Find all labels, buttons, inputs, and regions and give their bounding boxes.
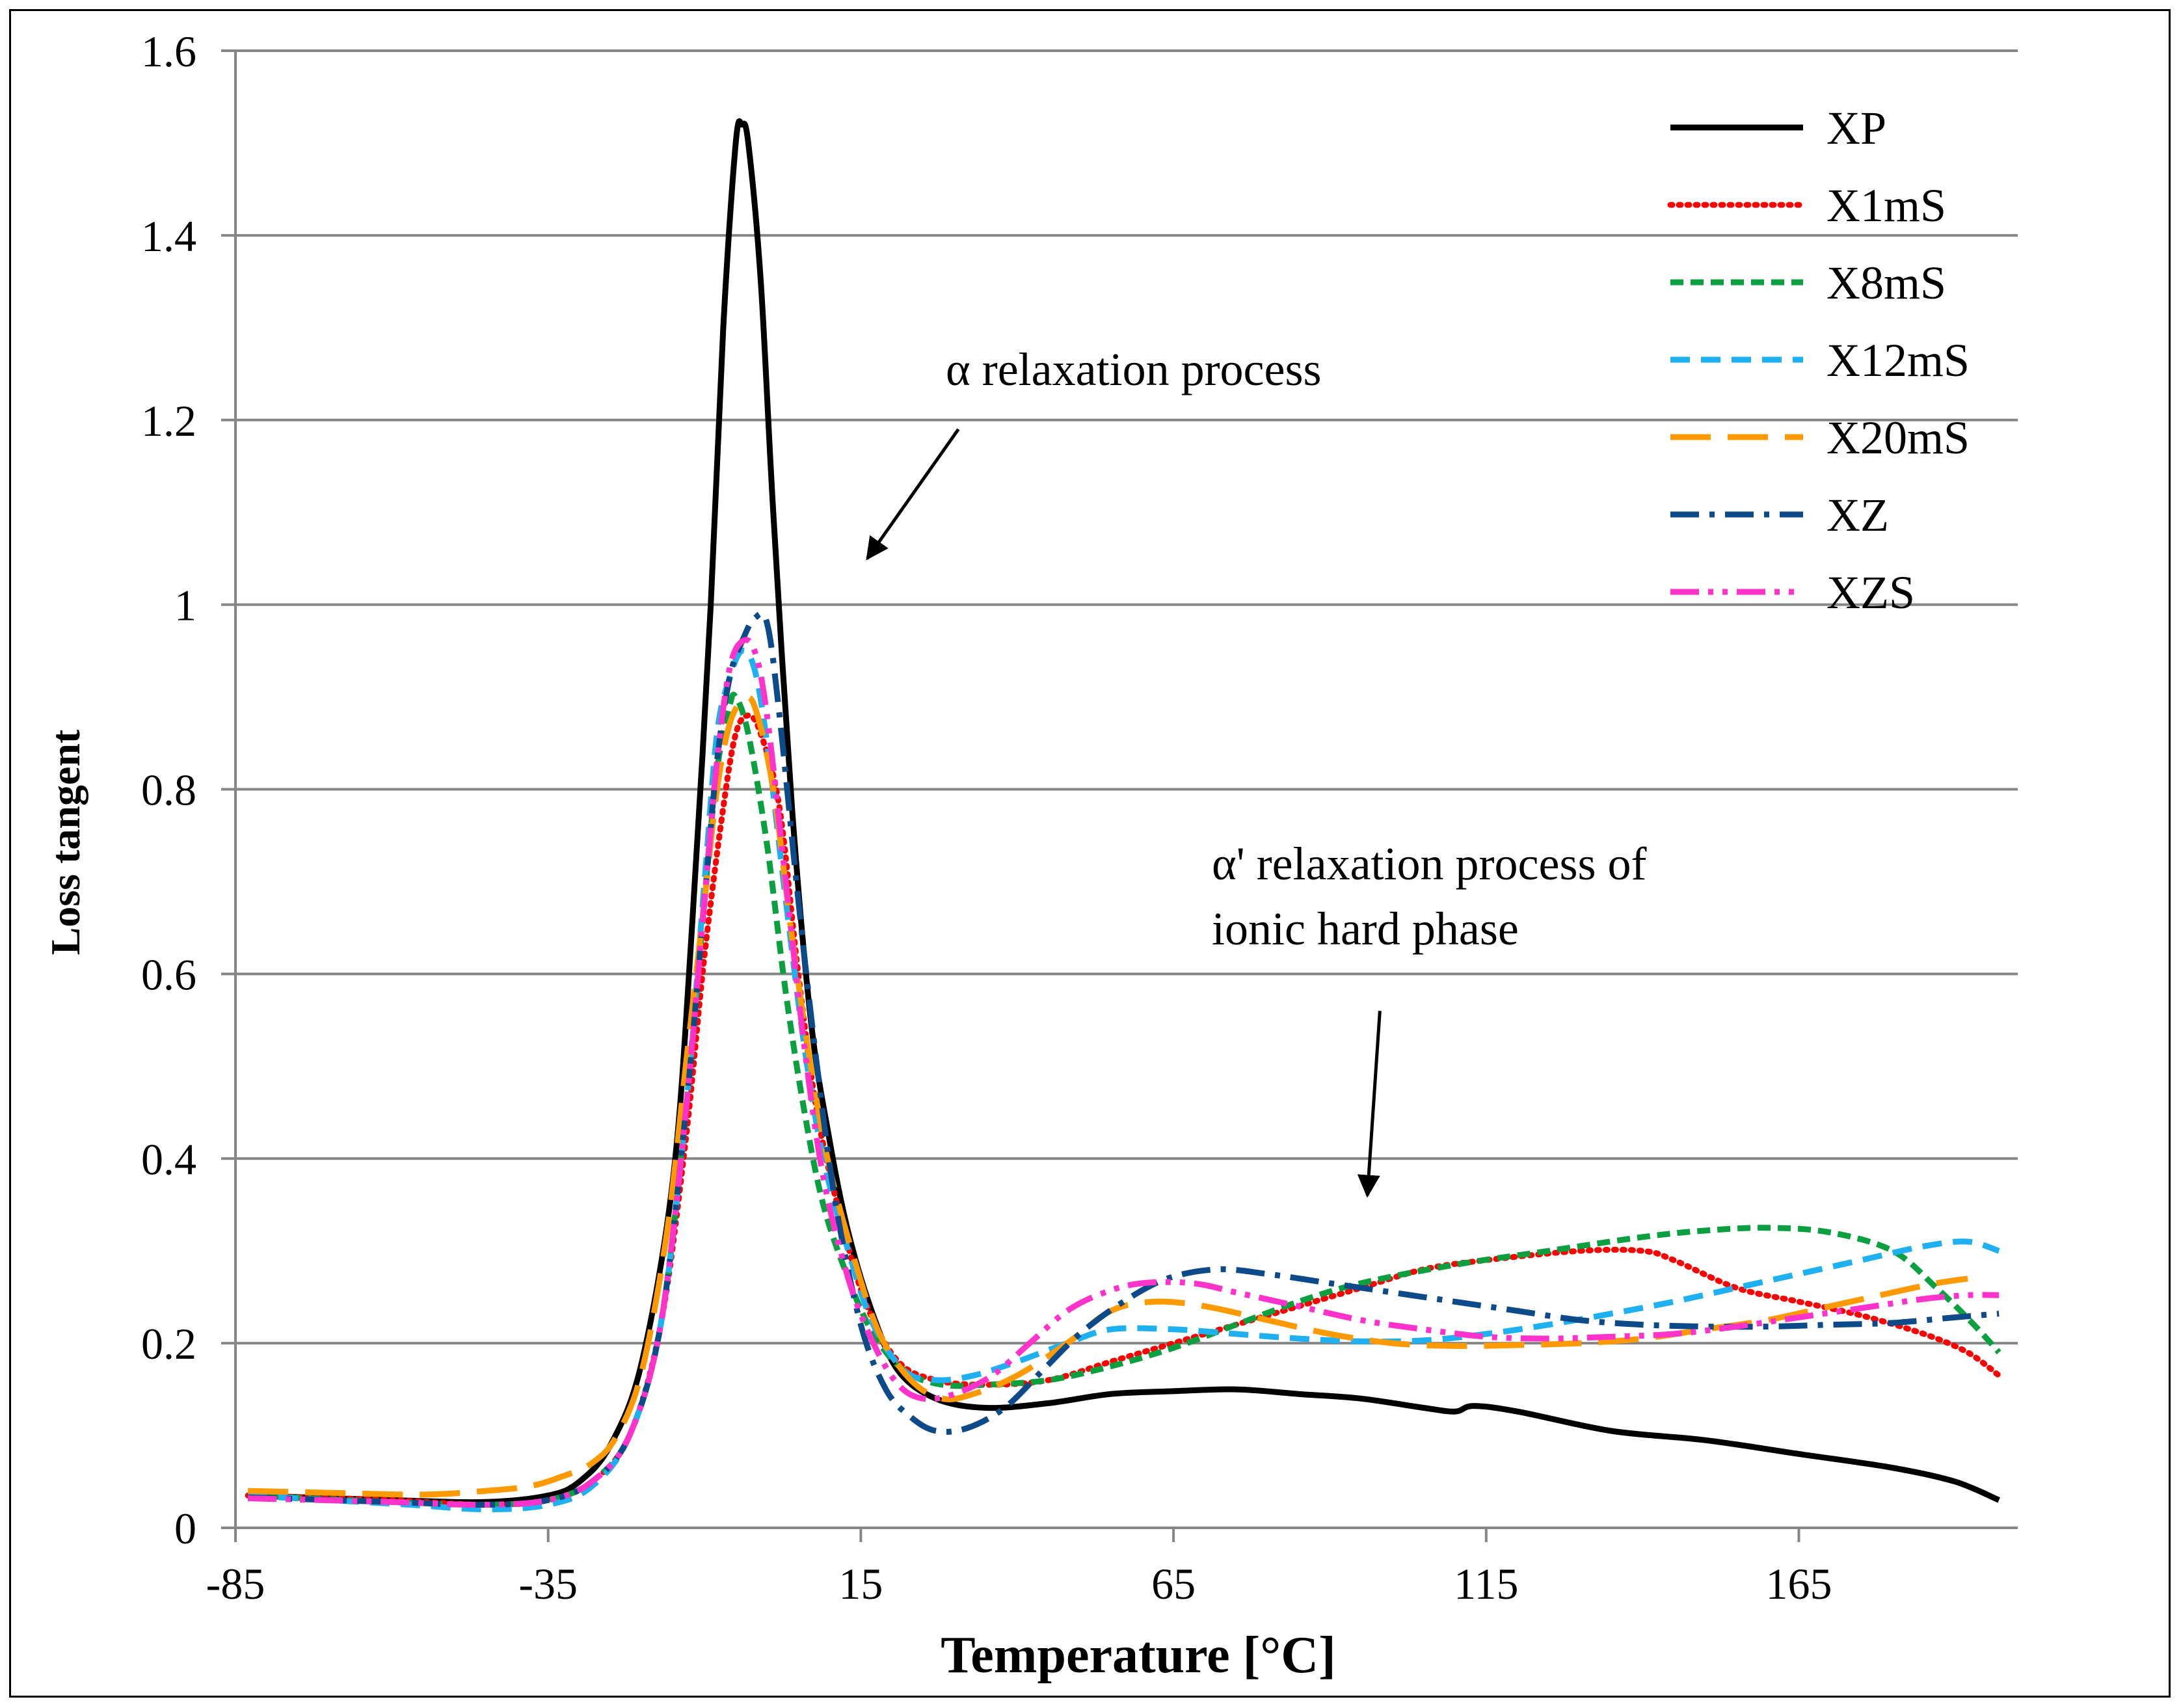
tick-labels: 0 0.2 0.4 0.6 0.8 1 1.2 1.4 1.6 -85 -35 15 65 115 165 — [141, 27, 1832, 1608]
ticks — [221, 49, 1800, 1542]
x-tick-label: 65 — [1151, 1559, 1196, 1608]
x-axis-title: Temperature [°C] — [941, 1627, 1335, 1684]
y-tick-label: 0.6 — [141, 950, 196, 999]
legend-label-x20ms: X20mS — [1826, 412, 1970, 464]
x-tick-label: -85 — [206, 1559, 265, 1608]
y-tick-label: 0 — [174, 1504, 196, 1553]
y-tick-label: 1.2 — [141, 396, 196, 446]
annotation-alpha-prime-text-line-1: α' relaxation process of — [1212, 838, 1646, 890]
x-tick-label: 15 — [838, 1559, 883, 1608]
legend: XP X1mS X8mS X12mS X20mS XZ XZS — [1667, 102, 1970, 619]
legend-label-xzs: XZS — [1826, 567, 1915, 619]
y-tick-label: 1.6 — [141, 27, 196, 76]
y-tick-label: 1 — [174, 581, 196, 630]
x-tick-label: 165 — [1766, 1559, 1832, 1608]
x-tick-label: 115 — [1454, 1559, 1518, 1608]
series-line-xz — [248, 610, 2000, 1508]
y-tick-label: 0.2 — [141, 1319, 196, 1368]
y-tick-label: 0.4 — [141, 1134, 196, 1184]
annotation-alpha-text: α relaxation process — [946, 343, 1322, 395]
y-tick-label: 1.4 — [141, 211, 196, 261]
annotation-alpha-arrow — [866, 428, 960, 561]
y-tick-label: 0.8 — [141, 766, 196, 815]
annotation-alpha-prime-text-line-2: ionic hard phase — [1212, 903, 1519, 955]
y-axis-title: Loss tangent — [42, 729, 88, 955]
legend-label-x12ms: X12mS — [1826, 334, 1970, 386]
series-line-xzs — [248, 637, 2000, 1508]
series-group — [245, 118, 2002, 1513]
annotation-alpha-prime-arrow — [1357, 1010, 1382, 1198]
legend-label-xp: XP — [1826, 102, 1886, 154]
legend-label-x8ms: X8mS — [1826, 257, 1946, 309]
legend-label-xz: XZ — [1826, 489, 1889, 541]
annotations: α relaxation process α' relaxation proce… — [866, 343, 1646, 1198]
gridlines — [235, 49, 2018, 1345]
chart-frame — [9, 9, 2171, 1698]
legend-label-x1ms: X1mS — [1826, 180, 1946, 232]
x-tick-label: -35 — [518, 1559, 578, 1608]
